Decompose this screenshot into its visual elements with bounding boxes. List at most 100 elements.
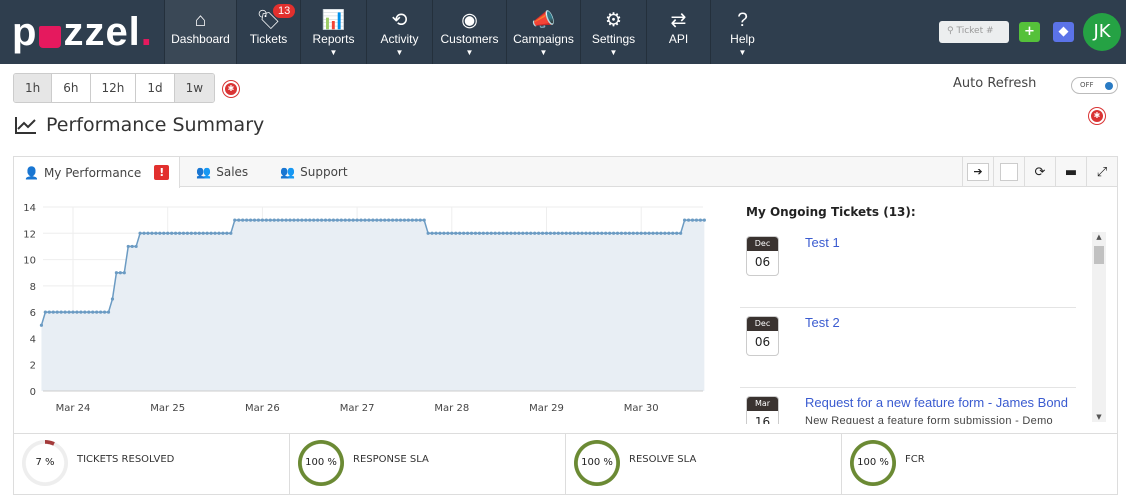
data-point — [248, 218, 253, 222]
nav-customers[interactable]: ◉ Customers ▼ — [432, 0, 506, 64]
data-point — [533, 231, 537, 235]
minimize-button[interactable]: ▬ — [1055, 157, 1086, 187]
data-point — [241, 218, 245, 222]
data-point — [679, 231, 683, 235]
nav-activity[interactable]: ⟲ Activity ▼ — [366, 0, 432, 64]
home-icon: ⌂ — [194, 10, 207, 31]
x-tick-label: Mar 28 — [434, 403, 469, 414]
stat-resolve-sla: 100 % RESOLVE SLA — [565, 434, 841, 495]
data-point — [308, 218, 312, 222]
data-point — [414, 218, 418, 222]
data-point — [355, 218, 359, 222]
data-point — [367, 218, 371, 222]
data-point — [489, 231, 493, 235]
nav-reports[interactable]: 📊 Reports ▼ — [300, 0, 366, 64]
data-point — [418, 218, 422, 222]
refresh-button[interactable]: ⟳ — [1024, 157, 1055, 187]
data-point — [87, 310, 91, 314]
data-point — [576, 231, 580, 235]
data-point — [548, 231, 553, 235]
nav-campaigns[interactable]: 📣 Campaigns ▼ — [506, 0, 580, 64]
data-point — [95, 310, 99, 314]
y-tick-label: 6 — [30, 308, 36, 319]
data-point — [185, 231, 190, 235]
data-point — [493, 231, 497, 235]
range-1d[interactable]: 1d — [135, 74, 174, 102]
ticket-title-link[interactable]: Test 1 — [805, 235, 840, 250]
data-point — [572, 231, 576, 235]
avatar[interactable]: JK — [1083, 13, 1121, 51]
tab-support[interactable]: 👥 Support — [280, 165, 348, 179]
expand-button[interactable]: ⤢ — [1086, 157, 1117, 187]
tag-icon: ◆ — [1058, 24, 1069, 39]
data-point — [647, 231, 651, 235]
users-icon: 👥 — [196, 165, 212, 179]
data-point — [473, 231, 478, 235]
nav-api[interactable]: ⇄ API — [646, 0, 710, 64]
data-point — [134, 244, 138, 249]
ticket-title-link[interactable]: Request for a new feature form - James B… — [805, 395, 1069, 410]
data-point — [55, 310, 59, 314]
tab-sales[interactable]: 👥 Sales — [196, 165, 249, 179]
range-1w[interactable]: 1w — [173, 74, 215, 102]
data-point — [635, 231, 639, 235]
data-point — [284, 218, 288, 222]
bullhorn-icon: 📣 — [531, 10, 556, 31]
data-point — [292, 218, 296, 222]
data-point — [166, 231, 170, 235]
ticket-search-input[interactable]: ⚲ Ticket # — [939, 21, 1009, 43]
x-tick-label: Mar 30 — [624, 403, 659, 414]
data-point — [110, 297, 115, 301]
caret-down-icon: ▼ — [738, 48, 747, 57]
nav-tickets[interactable]: 🏷 Tickets 13 — [236, 0, 300, 64]
range-12h[interactable]: 12h — [89, 74, 136, 102]
data-point — [280, 218, 284, 222]
data-point — [323, 218, 328, 222]
data-point — [462, 231, 466, 235]
ticket-title-link[interactable]: Test 2 — [805, 315, 840, 330]
arrow-right-icon: ➔ — [967, 163, 989, 181]
tab-my-performance[interactable]: 👤 My Performance! — [14, 157, 181, 188]
puzzel-logo[interactable]: p zzel. — [12, 9, 153, 54]
data-point — [379, 218, 383, 222]
tag-button[interactable]: ◆ — [1053, 22, 1074, 42]
data-point — [584, 231, 588, 235]
y-tick-label: 2 — [30, 361, 36, 372]
range-1h[interactable]: 1h — [14, 74, 52, 102]
data-point — [252, 218, 257, 222]
tickets-count-badge: 13 — [273, 4, 296, 18]
data-point — [162, 231, 166, 235]
data-point — [177, 231, 182, 235]
data-point — [63, 310, 67, 314]
nav-help[interactable]: ? Help ▼ — [710, 0, 774, 64]
scrollbar[interactable]: ▲ ▼ — [1092, 232, 1106, 422]
data-point — [521, 231, 525, 235]
auto-refresh-toggle[interactable]: OFF — [1071, 77, 1118, 94]
add-button[interactable]: + — [1019, 22, 1040, 42]
performance-panel: 👤 My Performance! 👥 Sales 👥 Support ➔ ⟳ ▬ ⤢… — [13, 156, 1118, 495]
data-point — [256, 218, 261, 222]
hotspot-marker-icon[interactable]: ✱ — [223, 81, 239, 97]
stats-row: 7 % TICKETS RESOLVED 100 % RESPONSE SLA 100 … — [14, 433, 1117, 495]
data-point — [643, 231, 647, 235]
y-tick-label: 14 — [23, 203, 36, 214]
data-point — [434, 231, 438, 235]
data-point — [564, 231, 568, 235]
data-point — [201, 231, 205, 235]
data-point — [363, 218, 367, 222]
data-point — [509, 231, 513, 235]
export-button[interactable]: ➔ — [962, 157, 993, 187]
data-point — [245, 218, 249, 222]
progress-ring: 100 % — [298, 440, 344, 486]
line-chart-icon — [15, 117, 36, 134]
data-point — [402, 218, 407, 222]
nav-dashboard[interactable]: ⌂ Dashboard — [164, 0, 236, 64]
checkbox-button[interactable] — [993, 157, 1024, 187]
hotspot-marker-icon[interactable]: ✱ — [1089, 108, 1105, 124]
stat-tickets-resolved: 7 % TICKETS RESOLVED — [14, 434, 289, 495]
nav-settings[interactable]: ⚙ Settings ▼ — [580, 0, 646, 64]
data-point — [702, 218, 706, 222]
range-6h[interactable]: 6h — [51, 74, 90, 102]
ticket-item: Dec 06 Test 2 — [740, 308, 1076, 388]
data-point — [383, 218, 387, 222]
